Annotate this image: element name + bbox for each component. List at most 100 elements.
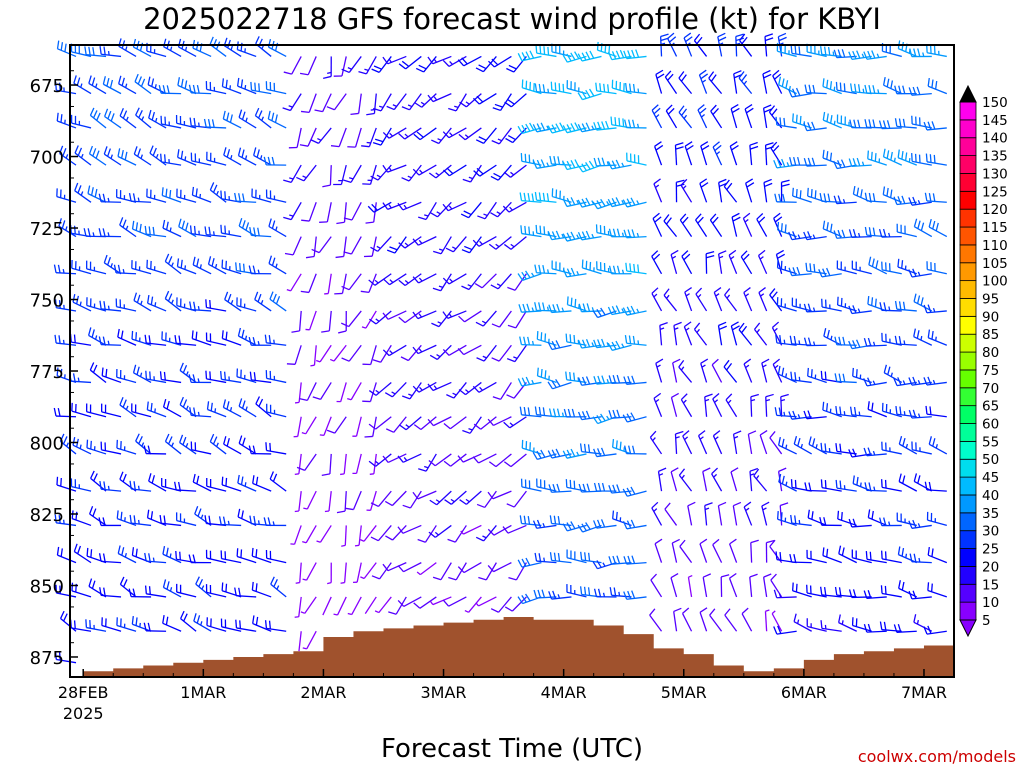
wind-barb xyxy=(101,403,122,418)
wind-barb xyxy=(401,382,422,400)
wind-barb xyxy=(347,382,362,401)
wind-barb xyxy=(176,583,197,598)
wind-barb xyxy=(805,262,827,275)
wind-barb xyxy=(623,555,647,565)
wind-barb xyxy=(188,84,212,95)
wind-barb xyxy=(852,367,872,384)
wind-barb xyxy=(335,236,347,259)
wind-barb xyxy=(913,218,933,238)
wind-barb xyxy=(360,525,377,542)
colorbar-swatch xyxy=(959,548,977,567)
wind-barb xyxy=(773,158,797,169)
wind-barb xyxy=(383,273,407,286)
wind-barb xyxy=(548,590,572,600)
wind-barb xyxy=(928,436,948,455)
wind-barb xyxy=(472,93,497,105)
wind-barb xyxy=(848,305,872,315)
wind-barb xyxy=(864,119,887,129)
wind-barb xyxy=(190,152,212,166)
wind-barb xyxy=(878,120,902,130)
wind-barb xyxy=(263,156,287,166)
wind-barb xyxy=(687,501,696,526)
wind-barb xyxy=(458,381,482,396)
wind-barb xyxy=(475,127,497,144)
wind-barb xyxy=(821,298,842,312)
wind-barb xyxy=(56,188,77,203)
wind-barb xyxy=(129,514,152,527)
wind-barb xyxy=(562,448,587,459)
wind-barb xyxy=(749,573,758,597)
wind-barb xyxy=(502,524,527,534)
wind-barb xyxy=(205,299,227,312)
colorbar-label: 75 xyxy=(982,363,999,379)
wind-barb xyxy=(457,562,482,574)
wind-barb xyxy=(624,119,647,129)
wind-barb xyxy=(911,441,932,455)
wind-barb xyxy=(577,230,602,241)
wind-barb xyxy=(490,273,512,290)
wind-barb xyxy=(458,310,482,323)
wind-barb xyxy=(678,105,693,129)
wind-barb xyxy=(102,76,122,95)
wind-barb xyxy=(880,479,902,492)
wind-barb xyxy=(448,93,467,112)
wind-barb xyxy=(443,164,467,177)
wind-barb xyxy=(368,310,392,325)
x-tick-label: 5MAR xyxy=(661,683,707,702)
wind-barb xyxy=(369,453,377,475)
wind-barb xyxy=(593,447,617,458)
colorbar-label: 150 xyxy=(982,95,1008,111)
colorbar-label: 35 xyxy=(982,506,999,522)
x-axis-label: Forecast Time (UTC) xyxy=(381,734,643,764)
wind-barb xyxy=(222,399,242,418)
wind-barb xyxy=(758,287,768,312)
wind-barb xyxy=(300,93,317,114)
wind-barb xyxy=(848,157,872,168)
wind-barb xyxy=(607,49,632,61)
wind-barb xyxy=(269,471,287,492)
wind-barb xyxy=(352,416,362,437)
wind-barb xyxy=(520,478,542,492)
wind-barb xyxy=(362,345,377,366)
wind-barb xyxy=(400,344,422,362)
wind-barb xyxy=(382,310,407,320)
wind-barb xyxy=(519,192,542,203)
wind-barb xyxy=(702,573,712,598)
wind-barb xyxy=(366,490,377,511)
wind-barb xyxy=(250,81,272,95)
wind-barb xyxy=(412,310,437,320)
wind-barb xyxy=(418,201,437,221)
wind-barb xyxy=(913,293,933,312)
wind-barb xyxy=(806,618,827,632)
wind-barb xyxy=(251,188,272,203)
wind-barb xyxy=(475,56,497,73)
wind-barb xyxy=(769,288,783,312)
wind-barb xyxy=(520,225,542,238)
wind-barb xyxy=(472,381,497,393)
wind-barb xyxy=(623,49,647,60)
wind-barb xyxy=(822,547,842,564)
wind-barb xyxy=(322,596,332,616)
wind-barb xyxy=(547,448,572,459)
wind-barb xyxy=(205,370,227,384)
wind-barb xyxy=(429,596,452,606)
wind-barb xyxy=(732,501,742,526)
wind-barb xyxy=(879,621,902,632)
wind-barb xyxy=(220,224,242,238)
wind-barb xyxy=(663,214,678,238)
wind-barb xyxy=(414,93,437,108)
wind-barb xyxy=(113,264,137,275)
wind-barb xyxy=(476,344,497,362)
wind-barb xyxy=(679,539,693,563)
wind-barb xyxy=(385,524,407,541)
wind-barb xyxy=(659,322,668,346)
wind-barb xyxy=(506,490,527,508)
wind-barb xyxy=(457,55,482,67)
colorbar-label: 50 xyxy=(982,452,999,468)
wind-barb xyxy=(507,310,527,329)
colorbar-label: 90 xyxy=(982,309,999,325)
wind-barb xyxy=(461,273,482,291)
wind-barb xyxy=(464,596,482,613)
wind-barb xyxy=(592,560,617,570)
wind-barb xyxy=(302,525,317,544)
